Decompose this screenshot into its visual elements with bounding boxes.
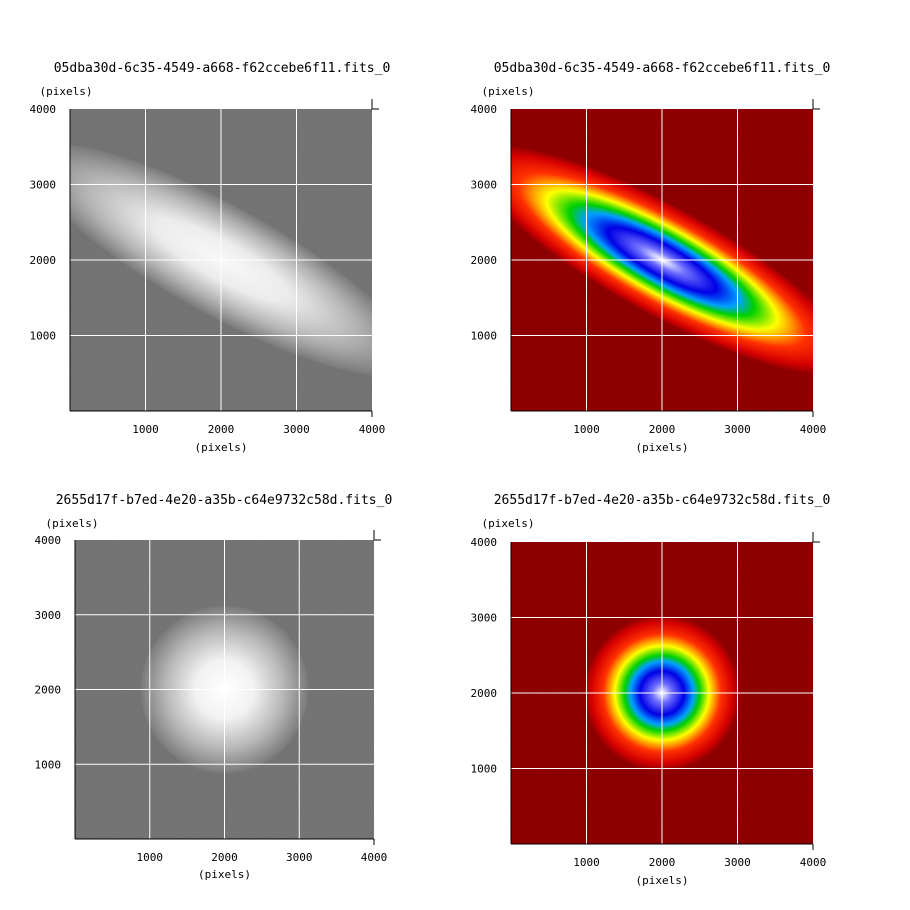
coordinate-grid [65,530,384,839]
y-tick-label: 2000 [35,684,62,697]
y-axis-label: (pixels) [482,85,535,98]
y-tick-label: 2000 [471,687,498,700]
x-tick-label: 2000 [211,851,238,864]
y-tick-label: 4000 [30,103,57,116]
x-tick-label: 1000 [573,856,600,869]
y-tick-label: 3000 [30,179,57,192]
x-tick-label: 3000 [283,423,310,436]
y-tick-label: 1000 [30,330,57,343]
x-tick-label: 3000 [724,856,751,869]
y-tick-label: 1000 [471,763,498,776]
axes-frame [510,532,820,850]
image-panel-2: 05dba30d-6c35-4549-a668-f62ccebe6f11.fit… [471,61,831,454]
panel-title: 2655d17f-b7ed-4e20-a35b-c64e9732c58d.fit… [56,493,393,508]
x-tick-label: 4000 [359,423,386,436]
y-tick-label: 2000 [30,254,57,267]
coordinate-grid [501,532,823,844]
y-tick-label: 3000 [471,179,498,192]
x-tick-label: 1000 [573,423,600,436]
x-tick-label: 4000 [800,856,827,869]
image-panel-3: 2655d17f-b7ed-4e20-a35b-c64e9732c58d.fit… [35,493,393,881]
y-tick-label: 4000 [471,103,498,116]
y-tick-label: 4000 [471,536,498,549]
x-tick-label: 3000 [724,423,751,436]
image-panel-1: 05dba30d-6c35-4549-a668-f62ccebe6f11.fit… [30,61,391,454]
y-tick-label: 1000 [471,330,498,343]
x-tick-label: 2000 [649,856,676,869]
x-tick-label: 3000 [286,851,313,864]
axes-frame [69,99,379,417]
y-tick-label: 3000 [471,612,498,625]
y-axis-label: (pixels) [482,517,535,530]
panel-title: 05dba30d-6c35-4549-a668-f62ccebe6f11.fit… [494,61,831,76]
x-tick-label: 2000 [208,423,235,436]
coordinate-grid [501,99,823,411]
x-tick-label: 1000 [132,423,159,436]
panel-title: 2655d17f-b7ed-4e20-a35b-c64e9732c58d.fit… [494,493,831,508]
x-axis-label: (pixels) [198,868,251,881]
y-axis-label: (pixels) [40,85,93,98]
x-tick-label: 4000 [800,423,827,436]
y-tick-label: 3000 [35,609,62,622]
x-tick-label: 4000 [361,851,388,864]
y-tick-label: 1000 [35,758,62,771]
image-panel-4: 2655d17f-b7ed-4e20-a35b-c64e9732c58d.fit… [471,493,831,887]
axes-frame [510,99,820,417]
axes-frame [74,530,381,845]
x-axis-label: (pixels) [195,441,248,454]
y-axis-label: (pixels) [46,517,99,530]
x-axis-label: (pixels) [636,874,689,887]
x-tick-label: 1000 [137,851,164,864]
y-tick-label: 4000 [35,534,62,547]
coordinate-grid [60,99,382,411]
x-axis-label: (pixels) [636,441,689,454]
x-tick-label: 2000 [649,423,676,436]
panel-title: 05dba30d-6c35-4549-a668-f62ccebe6f11.fit… [54,61,391,76]
y-tick-label: 2000 [471,254,498,267]
